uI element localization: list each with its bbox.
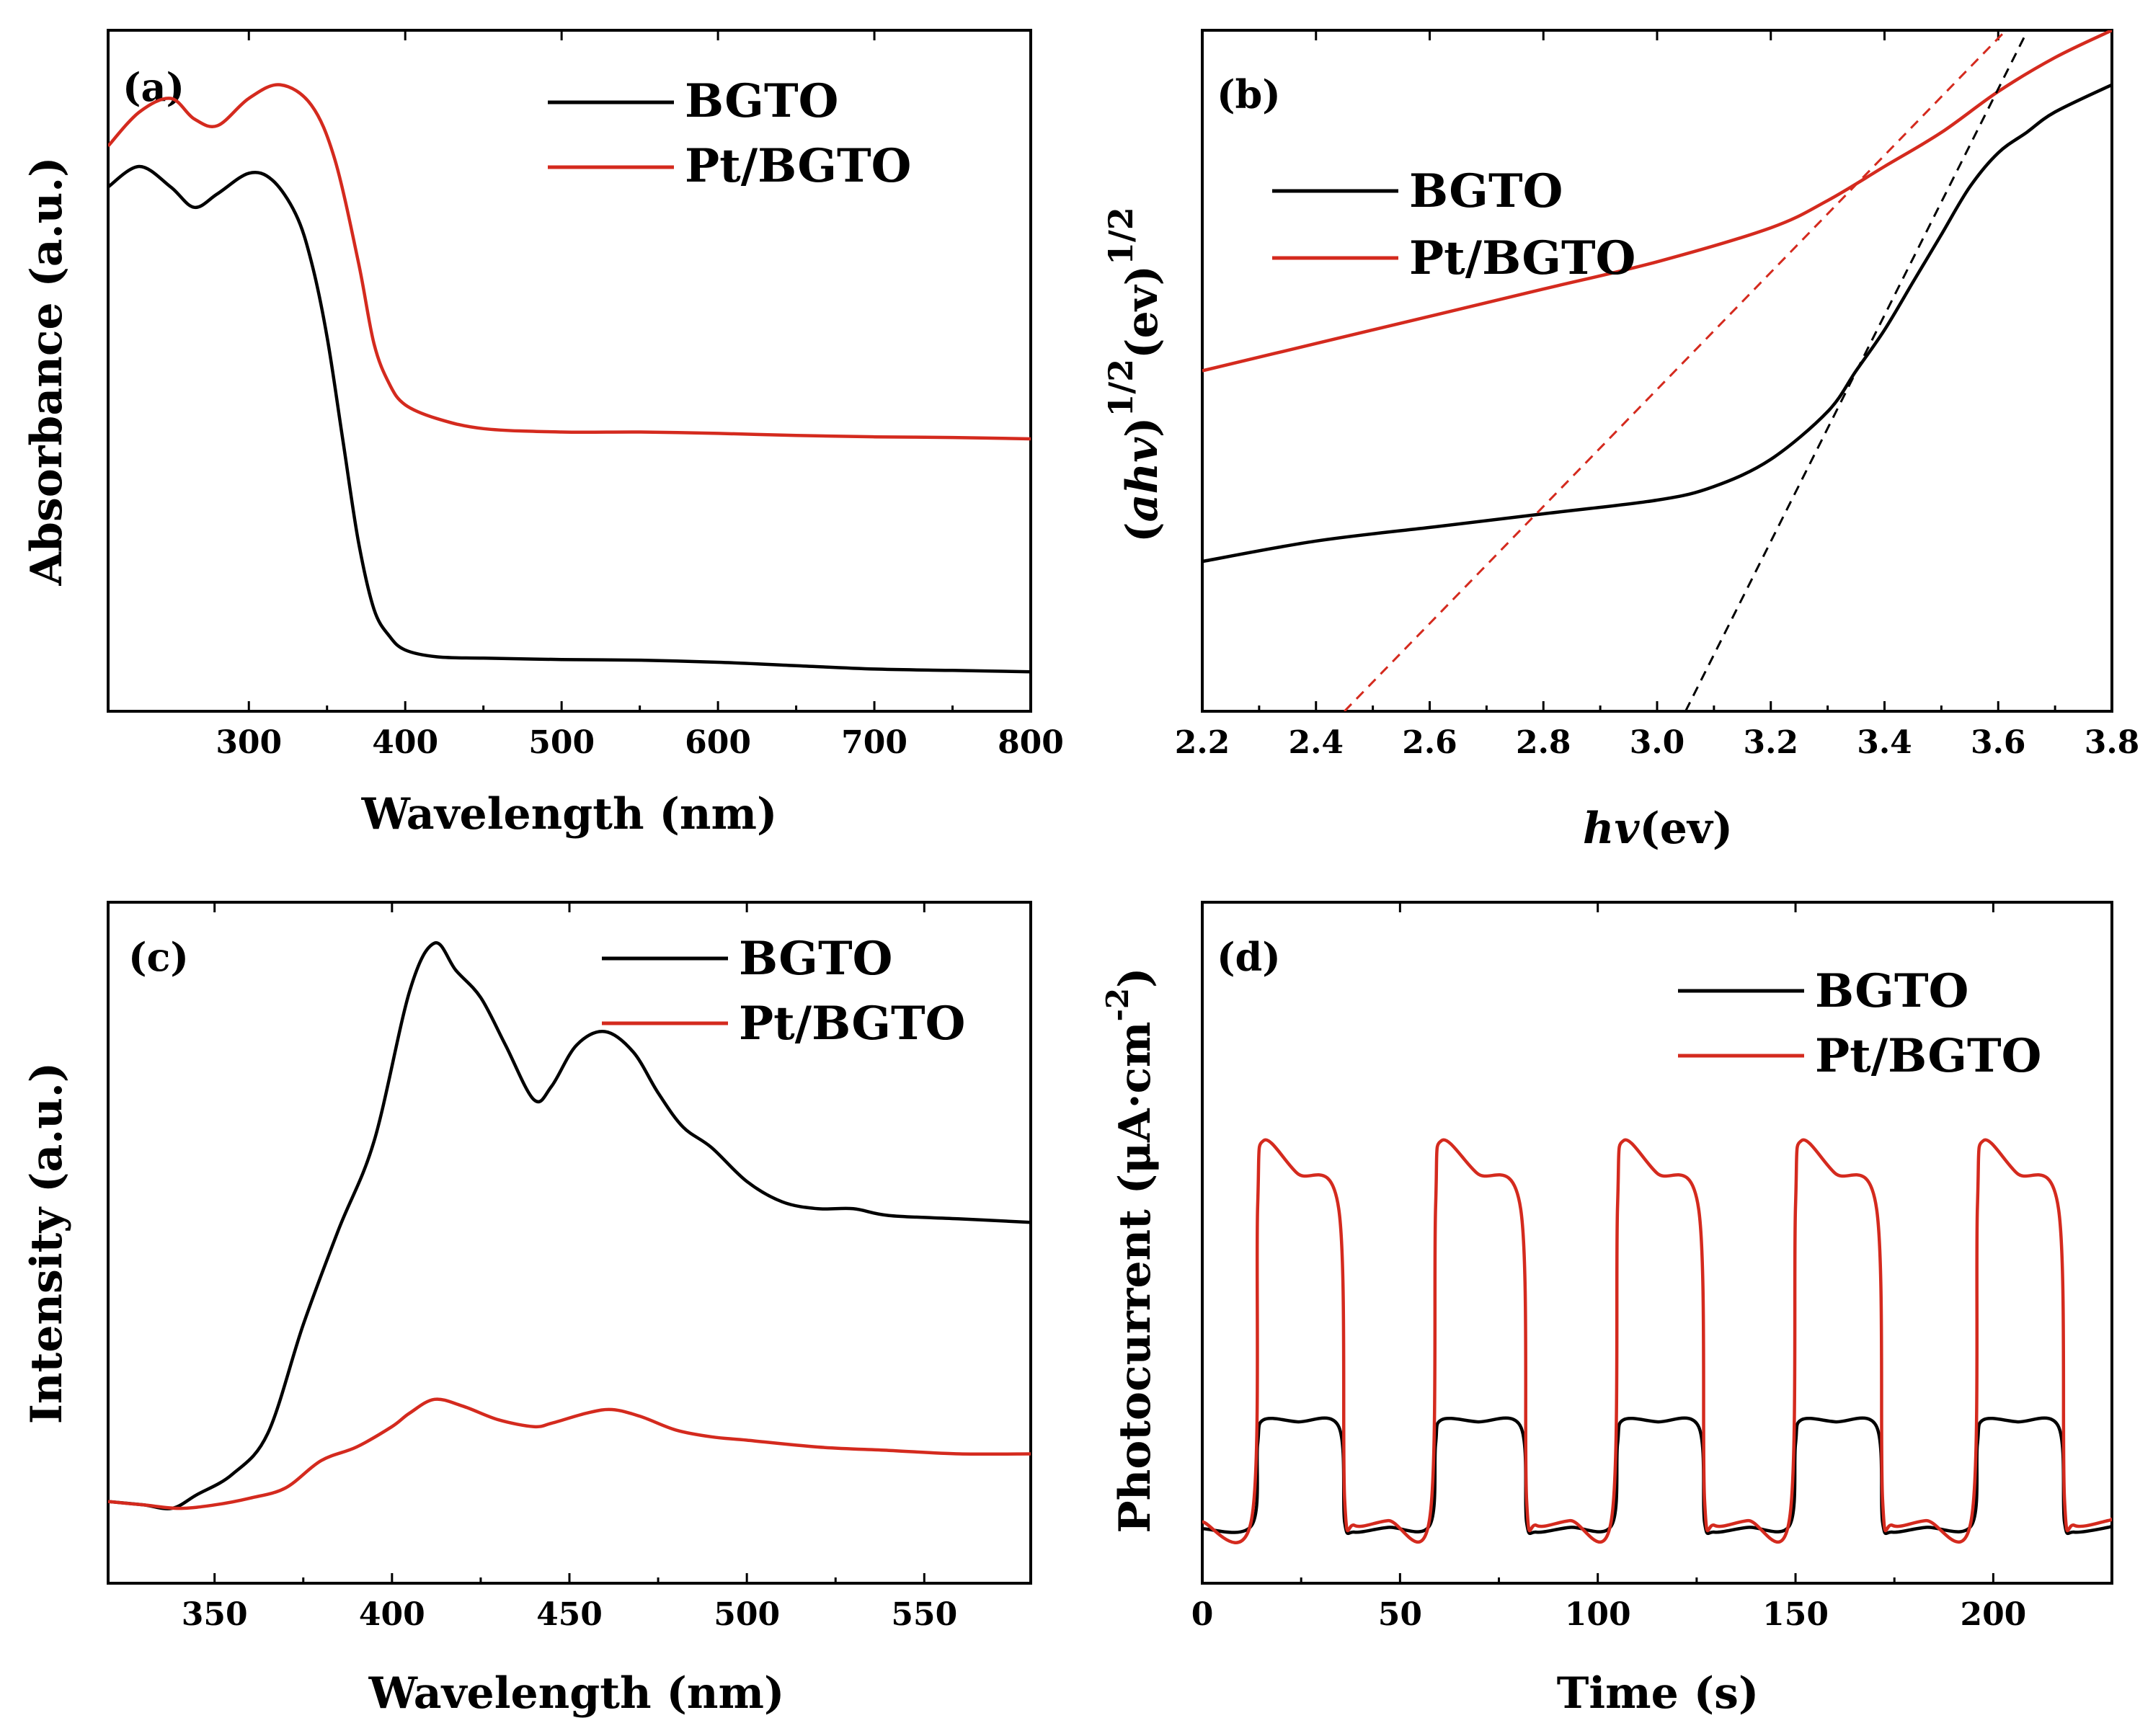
panel-label-b: (b) (1217, 71, 1281, 117)
series-line-b-0 (1202, 83, 2112, 564)
svg-text:Photocurrent (μA·cm-2): Photocurrent (μA·cm-2) (1100, 967, 1160, 1533)
curves-b (1202, 30, 2112, 711)
series-line-a-1 (108, 83, 1031, 441)
x-ticks-a: 300 400 500 600 700 800 (216, 30, 1064, 761)
x-axis-title-d: Time (s) (1557, 1668, 1759, 1719)
series-line-d-1 (1202, 1138, 2112, 1544)
x-ticks-b: 2.2 2.4 2.6 2.8 3.0 3.2 3.4 3.6 3.8 (1175, 30, 2140, 761)
x-axis-title-a: Wavelength (nm) (361, 789, 778, 840)
panel-label-c: (c) (128, 934, 189, 980)
x-ticks-d: 0 50 100 150 200 (1191, 902, 2026, 1633)
legend-d: BGTO Pt/BGTO (1678, 964, 2041, 1083)
legend-label-bgto-a: BGTO (685, 74, 838, 128)
curves-a (108, 83, 1031, 674)
svg-text:(ahv)1/2(ev)1/2: (ahv)1/2(ev)1/2 (1101, 207, 1168, 543)
series-line-a-0 (108, 164, 1031, 674)
x-tick-label-a-5: 800 (998, 724, 1064, 761)
x-tick-label-a-0: 300 (216, 724, 282, 761)
legend-c: BGTO Pt/BGTO (602, 932, 965, 1051)
panel-d: (d) 0 50 100 150 200 Time (s) Photocurrent (… (1100, 901, 2113, 1719)
x-tick-label-a-2: 500 (528, 724, 595, 761)
fit-line-b-3 (1344, 30, 2008, 711)
x-tick-label-b-5: 3.2 (1743, 724, 1798, 761)
x-tick-label-d-2: 100 (1565, 1596, 1631, 1633)
x-tick-label-d-1: 50 (1378, 1596, 1422, 1633)
legend-label-pt-bgto-a: Pt/BGTO (685, 139, 911, 193)
x-tick-label-a-1: 400 (372, 724, 438, 761)
curves-c (108, 941, 1031, 1510)
legend-label-bgto-b: BGTO (1409, 164, 1563, 218)
legend-a: BGTO Pt/BGTO (548, 74, 911, 193)
x-tick-label-d-0: 0 (1191, 1596, 1214, 1633)
panel-c: (c) 350 400 450 500 550 Wavelength (nm) Inte… (22, 901, 1032, 1719)
plot-frame-a (107, 29, 1032, 713)
x-tick-label-a-3: 600 (685, 724, 751, 761)
fit-line-b-2 (1684, 30, 2029, 711)
x-tick-label-c-1: 400 (359, 1596, 425, 1633)
y-axis-title-a: Absorbance (a.u.) (22, 156, 72, 586)
x-ticks-c: 350 400 450 500 550 (182, 902, 957, 1633)
x-axis-title-c: Wavelength (nm) (368, 1668, 785, 1719)
y-axis-title-c: Intensity (a.u.) (22, 1062, 72, 1424)
x-tick-label-b-0: 2.2 (1175, 724, 1230, 761)
x-tick-label-c-4: 550 (891, 1596, 957, 1633)
legend-b: BGTO Pt/BGTO (1272, 164, 1635, 285)
x-tick-label-b-2: 2.6 (1402, 724, 1457, 761)
x-tick-label-b-4: 3.0 (1630, 724, 1685, 761)
x-tick-label-b-8: 3.8 (2085, 724, 2140, 761)
x-axis-title-b: hv(ev) (1583, 804, 1733, 854)
panel-b: (b) 2.2 2.4 2.6 2.8 3.0 3.2 3.4 3.6 3.8 hv(ev) (… (1101, 29, 2140, 854)
legend-label-bgto-d: BGTO (1815, 964, 1968, 1018)
curves-d (1202, 1138, 2112, 1544)
panel-label-d: (d) (1217, 934, 1281, 980)
x-tick-label-c-0: 350 (182, 1596, 248, 1633)
y-axis-title-b: (ahv)1/2(ev)1/2 (1101, 207, 1168, 543)
legend-label-pt-bgto-b: Pt/BGTO (1409, 231, 1635, 285)
x-tick-label-c-3: 500 (714, 1596, 780, 1633)
series-line-b-1 (1202, 30, 2112, 373)
legend-label-pt-bgto-d: Pt/BGTO (1815, 1029, 2041, 1083)
series-line-c-0 (108, 941, 1031, 1510)
x-tick-label-b-1: 2.4 (1288, 724, 1344, 761)
plot-frame-d (1201, 901, 2113, 1585)
x-tick-label-a-4: 700 (841, 724, 907, 761)
x-tick-label-b-6: 3.4 (1857, 724, 1912, 761)
x-tick-label-b-7: 3.6 (1971, 724, 2026, 761)
x-tick-label-d-4: 200 (1960, 1596, 2026, 1633)
panel-a: (a) 300 400 500 600 700 800 Wavelength (nm) A… (22, 29, 1064, 840)
y-axis-title-d: Photocurrent (μA·cm-2) (1100, 967, 1160, 1533)
series-line-c-1 (108, 1397, 1031, 1510)
x-tick-label-b-3: 2.8 (1516, 724, 1571, 761)
legend-label-bgto-c: BGTO (739, 932, 892, 986)
legend-label-pt-bgto-c: Pt/BGTO (739, 997, 965, 1051)
x-tick-label-c-2: 450 (536, 1596, 603, 1633)
x-tick-label-d-3: 150 (1762, 1596, 1829, 1633)
